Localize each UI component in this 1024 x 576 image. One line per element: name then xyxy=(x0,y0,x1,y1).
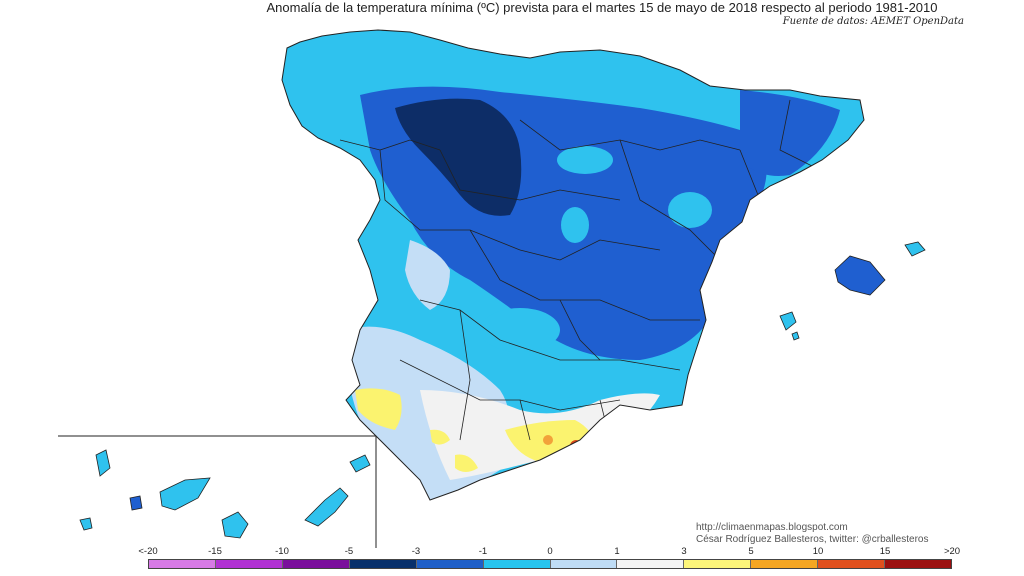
lanzarote xyxy=(349,454,371,473)
scale-swatch xyxy=(282,560,350,568)
warm-spot xyxy=(543,435,553,445)
yellow-patch-2 xyxy=(455,454,478,472)
scale-swatches xyxy=(148,559,952,569)
scale-tick-label: -15 xyxy=(208,546,222,557)
scale-swatch xyxy=(215,560,283,568)
credit-url[interactable]: http://climaenmapas.blogspot.com xyxy=(696,522,848,533)
scale-tick-label: >20 xyxy=(943,546,961,557)
menorca xyxy=(904,241,926,257)
scale-tick-label: 5 xyxy=(748,546,754,557)
scale-tick-label: 10 xyxy=(812,546,824,557)
scale-swatch xyxy=(885,560,952,568)
la-palma xyxy=(95,449,111,477)
cyan-patch-2 xyxy=(668,192,712,228)
deep-cold-core xyxy=(395,98,522,216)
scale-swatch xyxy=(349,560,417,568)
scale-tick-label: -10 xyxy=(275,546,289,557)
scale-swatch xyxy=(416,560,484,568)
scale-tick-label: 15 xyxy=(879,546,891,557)
ne-blue-region xyxy=(740,90,840,176)
scale-swatch xyxy=(149,560,216,568)
scale-tick-label: -1 xyxy=(478,546,488,557)
formentera xyxy=(791,331,800,341)
canarias-inset-frame xyxy=(58,435,377,548)
la-gomera xyxy=(129,495,143,511)
scale-tick-label: -5 xyxy=(344,546,354,557)
ibiza xyxy=(779,311,797,331)
scale-swatch xyxy=(818,560,886,568)
mallorca xyxy=(834,255,886,296)
canary-islands xyxy=(79,449,371,539)
scale-tick-label: -3 xyxy=(411,546,421,557)
scale-tick-label: <-20 xyxy=(138,546,158,557)
scale-swatch xyxy=(483,560,551,568)
province-borders xyxy=(339,99,821,441)
gran-canaria xyxy=(221,511,249,539)
scale-swatch xyxy=(617,560,685,568)
map-title: Anomalía de la temperatura mínima (ºC) p… xyxy=(266,0,938,15)
scale-tick-label: 0 xyxy=(547,546,553,557)
yellow-southwest xyxy=(355,388,402,430)
tenerife xyxy=(159,477,211,511)
fuerteventura xyxy=(304,487,349,527)
color-scale-legend: <-20 -15 -10 -5 -3 -1 0 1 3 5 10 15 >20 xyxy=(138,546,960,576)
cyan-patch-4 xyxy=(480,308,560,352)
peninsula-outline xyxy=(281,29,865,501)
data-source: Fuente de datos: AEMET OpenData xyxy=(782,16,964,27)
scale-swatch xyxy=(684,560,752,568)
credit-author: César Rodríguez Ballesteros, twitter: @c… xyxy=(696,534,929,545)
el-hierro xyxy=(79,517,93,531)
scale-swatch xyxy=(550,560,618,568)
scale-tick-label: 1 xyxy=(614,546,620,557)
balearic-islands xyxy=(779,241,926,341)
pale-west xyxy=(405,240,450,310)
scale-tick-label: 3 xyxy=(681,546,687,557)
cyan-patch xyxy=(557,146,613,174)
cyan-patch-3 xyxy=(561,207,589,243)
yellow-patch xyxy=(430,429,450,445)
scale-swatch xyxy=(751,560,819,568)
